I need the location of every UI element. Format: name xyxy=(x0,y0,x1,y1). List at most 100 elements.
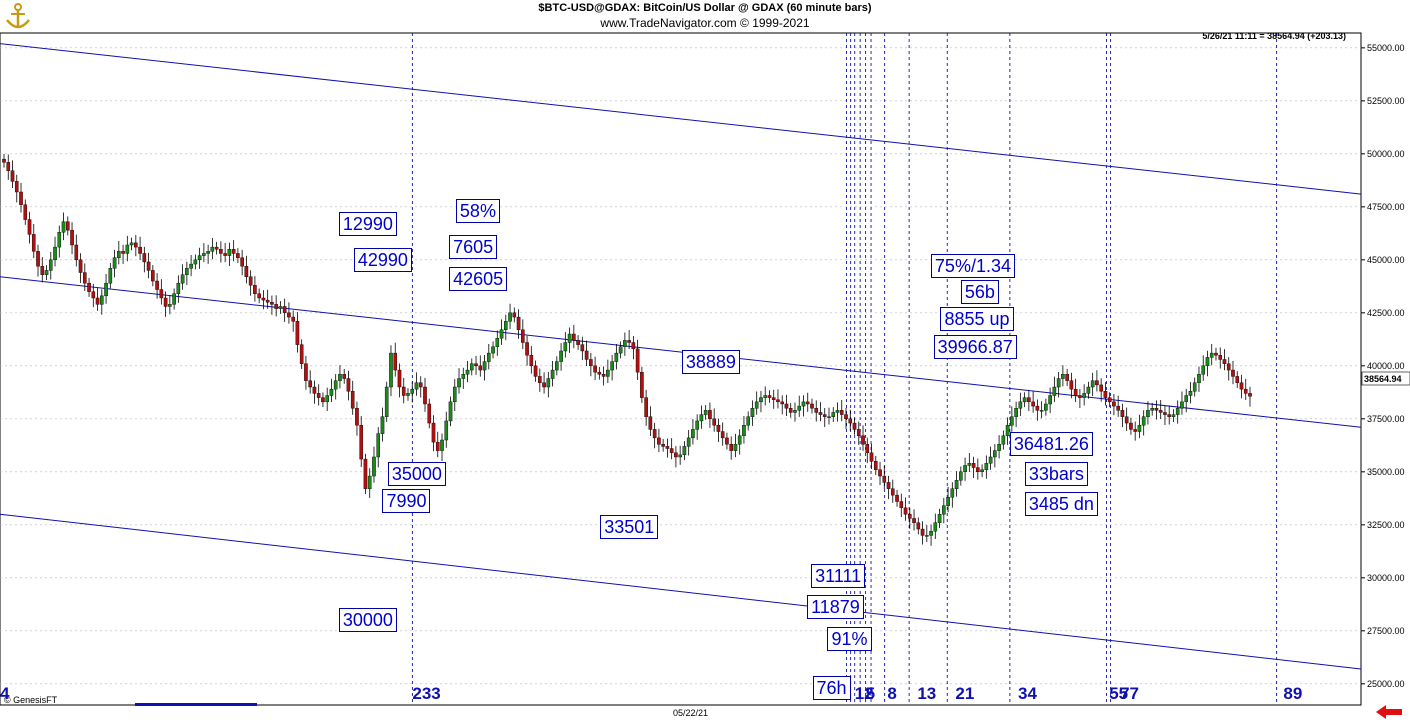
candle-body xyxy=(712,418,716,426)
anchor-logo-icon[interactable] xyxy=(4,2,32,32)
candle-body xyxy=(895,494,899,502)
candle-body xyxy=(890,488,895,496)
candle-body xyxy=(1175,408,1180,415)
candle-body xyxy=(95,297,100,305)
candle-body xyxy=(903,507,908,515)
candle-body xyxy=(814,408,819,413)
y-tick-label: 37500.00 xyxy=(1367,414,1405,424)
candle-body xyxy=(886,482,891,489)
candle-body xyxy=(550,369,555,379)
candle-body xyxy=(168,304,172,307)
candle-body xyxy=(6,162,11,171)
candle-body xyxy=(963,465,967,473)
candle-body xyxy=(112,257,117,269)
candle-body xyxy=(971,463,976,468)
candle-body xyxy=(1056,378,1061,388)
candle-body xyxy=(1150,408,1154,411)
candle-body xyxy=(635,348,640,373)
candle-body xyxy=(967,463,972,466)
candle-body xyxy=(287,312,291,318)
candle-body xyxy=(640,371,644,398)
candle-body xyxy=(1197,374,1201,383)
candle-body xyxy=(695,420,699,430)
candle-body xyxy=(525,342,529,356)
candle-body xyxy=(261,297,266,301)
candle-body xyxy=(129,242,134,246)
candle-body xyxy=(1107,397,1112,403)
candle-body xyxy=(861,435,865,445)
candle-body xyxy=(784,403,789,409)
candle-body xyxy=(589,359,593,367)
candle-body xyxy=(465,369,470,375)
candle-body xyxy=(1031,401,1035,407)
candle-body xyxy=(125,244,130,254)
candle-body xyxy=(359,424,364,460)
candle-body xyxy=(954,480,959,489)
candle-body xyxy=(308,380,312,388)
cycle-count-label: 21 xyxy=(955,684,975,703)
candle-body xyxy=(1120,410,1125,417)
candle-body xyxy=(610,361,614,371)
candle-body xyxy=(729,444,733,451)
candle-body xyxy=(606,369,610,377)
candle-body xyxy=(984,463,989,470)
annotation-label: 33bars xyxy=(1024,461,1088,486)
candle-body xyxy=(822,414,827,417)
candle-body xyxy=(1201,365,1206,375)
cycle-count-label: 8 xyxy=(887,684,897,703)
candle-body xyxy=(427,403,432,424)
y-tick-label: 40000.00 xyxy=(1367,361,1405,371)
candle-body xyxy=(1146,410,1150,417)
candle-body xyxy=(214,246,219,250)
candle-body xyxy=(1116,405,1120,411)
candle-body xyxy=(418,382,423,388)
candle-body xyxy=(65,221,70,231)
annotation-label: 7605 xyxy=(449,235,498,260)
candle-body xyxy=(495,338,500,347)
candle-body xyxy=(937,514,942,523)
candle-body xyxy=(1129,422,1133,430)
candle-body xyxy=(1086,386,1091,394)
candle-body xyxy=(1192,382,1197,392)
red-left-arrow-icon[interactable] xyxy=(1374,704,1404,720)
candle-body xyxy=(576,340,580,345)
candle-body xyxy=(618,346,623,354)
candle-body xyxy=(197,255,202,261)
annotation-label: 42990 xyxy=(353,247,412,272)
candle-body xyxy=(244,265,249,277)
candle-body xyxy=(23,204,28,220)
candle-body xyxy=(865,444,870,453)
annotation-label: 56b xyxy=(960,279,999,304)
candle-body xyxy=(529,355,534,367)
candle-body xyxy=(240,257,244,267)
candle-body xyxy=(401,386,406,396)
channel-line xyxy=(0,43,1362,195)
candle-body xyxy=(2,158,6,163)
price-readout: 5/26/21 11:11 = 38564.94 (+203.13) xyxy=(1202,31,1346,41)
candle-body xyxy=(227,249,232,256)
candle-body xyxy=(725,437,729,445)
annotation-label: 33501 xyxy=(600,514,659,539)
candle-body xyxy=(27,219,32,235)
cycle-count-label: 5 xyxy=(865,684,876,703)
candle-body xyxy=(431,422,436,443)
candle-body xyxy=(44,270,49,275)
candle-body xyxy=(363,458,368,489)
candle-body xyxy=(1205,357,1210,367)
candle-body xyxy=(372,456,376,477)
candle-body xyxy=(121,251,125,254)
candle-body xyxy=(193,259,198,265)
candle-body xyxy=(1231,369,1235,377)
annotation-label: 76h xyxy=(812,676,851,701)
candle-body xyxy=(878,469,882,477)
y-tick-label: 45000.00 xyxy=(1367,255,1405,265)
candle-body xyxy=(601,374,606,377)
cycle-count-label: 34 xyxy=(1018,684,1037,703)
annotation-label: 91% xyxy=(827,627,872,652)
candle-body xyxy=(1167,414,1172,417)
candle-body xyxy=(142,253,147,263)
candle-body xyxy=(1154,408,1159,411)
candle-body xyxy=(746,416,750,426)
candle-body xyxy=(742,424,746,436)
candle-body xyxy=(1124,416,1129,424)
